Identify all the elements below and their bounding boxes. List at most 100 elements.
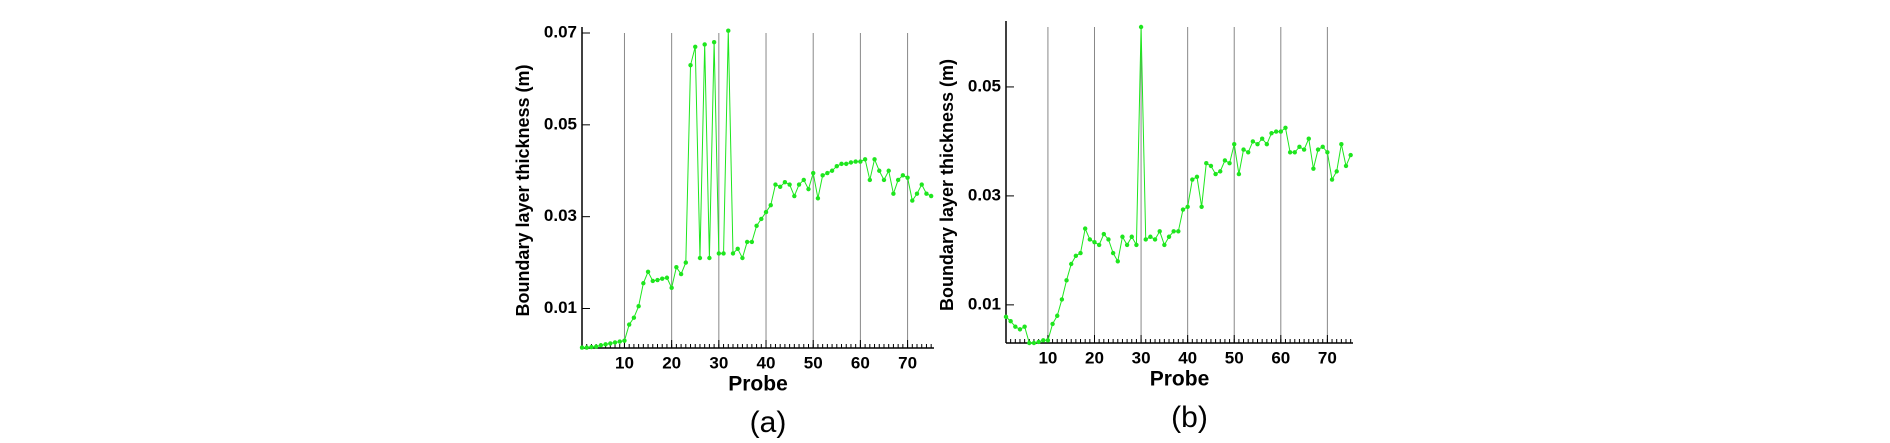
y-tick-label: 0.01 bbox=[544, 298, 577, 317]
data-point bbox=[806, 186, 811, 192]
data-point bbox=[730, 251, 736, 256]
data-line bbox=[582, 30, 932, 349]
x-tick-label: 30 bbox=[709, 353, 728, 372]
x-tick-label: 70 bbox=[898, 353, 917, 372]
data-point bbox=[1008, 319, 1013, 324]
data-point bbox=[801, 177, 806, 183]
data-point bbox=[1003, 314, 1009, 320]
data-point bbox=[1320, 144, 1325, 150]
y-tick-label: 0.05 bbox=[544, 114, 577, 133]
data-point bbox=[1059, 297, 1065, 302]
data-point bbox=[683, 260, 689, 265]
data-point bbox=[1185, 204, 1190, 209]
data-point bbox=[1092, 240, 1097, 245]
data-point bbox=[1208, 163, 1214, 169]
data-point bbox=[650, 278, 655, 284]
data-point bbox=[1129, 234, 1134, 239]
data-point bbox=[1222, 158, 1228, 163]
data-point bbox=[895, 177, 901, 183]
data-point bbox=[820, 173, 825, 178]
data-point bbox=[1027, 340, 1032, 346]
y-axis-label: Boundary layer thickness (m) bbox=[937, 59, 957, 311]
data-point bbox=[910, 198, 915, 203]
data-point bbox=[1250, 139, 1256, 144]
data-point bbox=[881, 177, 887, 183]
data-point bbox=[919, 182, 924, 187]
data-point bbox=[1050, 321, 1055, 327]
data-point bbox=[1343, 163, 1349, 169]
data-point bbox=[1273, 129, 1279, 134]
data-point bbox=[834, 163, 839, 169]
data-point bbox=[1120, 234, 1125, 239]
data-point bbox=[584, 345, 589, 350]
data-point bbox=[622, 338, 627, 343]
data-point bbox=[674, 264, 679, 270]
x-tick-label: 50 bbox=[1225, 348, 1244, 367]
data-point bbox=[593, 344, 599, 349]
data-point bbox=[1013, 324, 1018, 329]
data-point bbox=[1045, 338, 1051, 343]
data-point bbox=[825, 170, 830, 176]
data-point bbox=[872, 157, 877, 162]
data-point bbox=[773, 182, 778, 187]
data-point bbox=[905, 175, 910, 180]
data-point bbox=[796, 182, 802, 187]
caption: (a) bbox=[750, 406, 787, 439]
data-point bbox=[759, 216, 764, 222]
y-tick-label: 0.01 bbox=[968, 294, 1001, 313]
data-point bbox=[1180, 207, 1186, 212]
data-point bbox=[711, 39, 717, 45]
data-point bbox=[664, 275, 670, 280]
data-point bbox=[678, 271, 684, 277]
x-axis-label: Probe bbox=[728, 373, 788, 396]
x-tick-label: 60 bbox=[851, 353, 870, 372]
data-point bbox=[740, 255, 745, 261]
data-point bbox=[1246, 150, 1251, 155]
data-point bbox=[1283, 125, 1288, 130]
data-point bbox=[726, 28, 731, 33]
data-point bbox=[716, 251, 722, 256]
data-point bbox=[811, 170, 816, 176]
data-point bbox=[763, 209, 769, 215]
data-point bbox=[1138, 24, 1144, 30]
data-point bbox=[702, 42, 707, 47]
data-point bbox=[1236, 171, 1242, 177]
x-tick-label: 30 bbox=[1132, 348, 1151, 367]
data-point bbox=[914, 191, 920, 196]
data-point bbox=[1064, 278, 1069, 283]
x-tick-label: 60 bbox=[1271, 348, 1290, 367]
data-point bbox=[900, 173, 906, 178]
y-tick-label: 0.03 bbox=[968, 185, 1001, 204]
data-point bbox=[792, 193, 797, 199]
data-point bbox=[1073, 253, 1079, 259]
data-point bbox=[749, 239, 755, 245]
data-point bbox=[848, 160, 854, 165]
data-point bbox=[693, 44, 698, 49]
data-point bbox=[669, 285, 674, 291]
data-point bbox=[754, 223, 759, 229]
data-point bbox=[1190, 177, 1195, 182]
data-point bbox=[1134, 242, 1139, 248]
data-point bbox=[1292, 150, 1297, 155]
y-tick-label: 0.05 bbox=[968, 76, 1001, 95]
y-tick-label: 0.07 bbox=[544, 22, 577, 41]
data-point bbox=[1199, 204, 1204, 209]
data-point bbox=[1194, 174, 1200, 180]
data-point bbox=[1325, 150, 1330, 155]
data-point bbox=[1171, 229, 1176, 234]
data-point bbox=[1041, 338, 1046, 343]
data-point bbox=[1306, 136, 1311, 141]
x-tick-label: 40 bbox=[757, 353, 776, 372]
data-point bbox=[1152, 237, 1158, 242]
data-point bbox=[1124, 242, 1130, 248]
data-point bbox=[867, 177, 873, 183]
data-point bbox=[1162, 242, 1167, 248]
data-point bbox=[1315, 147, 1321, 152]
data-point bbox=[853, 159, 858, 164]
data-point bbox=[1143, 237, 1148, 242]
data-point bbox=[839, 161, 844, 167]
data-line bbox=[1005, 26, 1352, 344]
data-point bbox=[660, 276, 665, 281]
data-point bbox=[598, 343, 604, 348]
